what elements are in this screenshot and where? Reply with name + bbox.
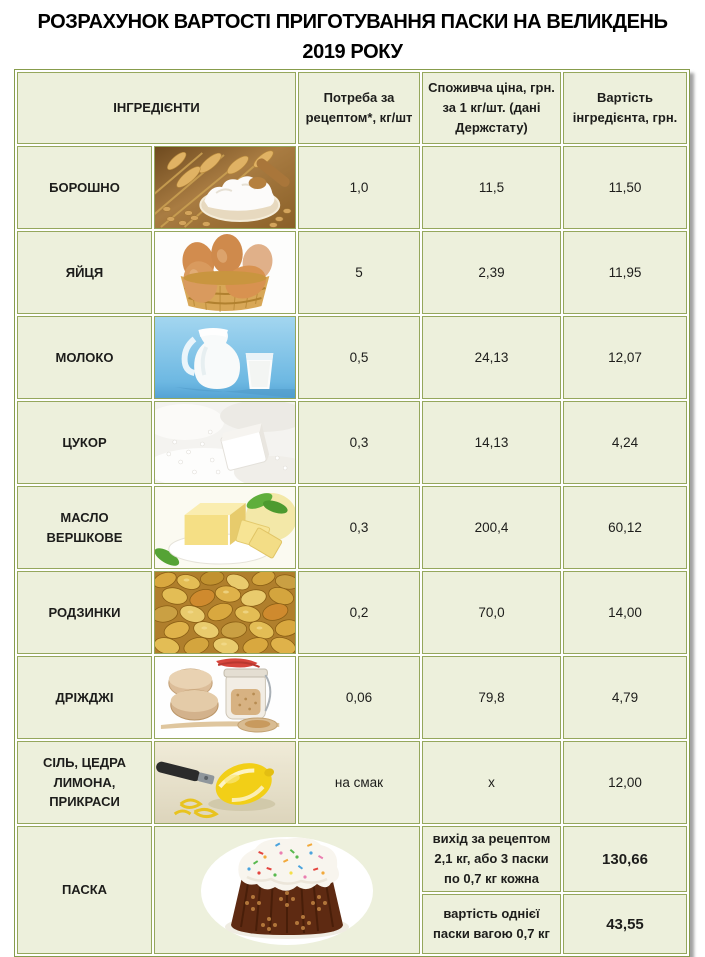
ingredient-name: БОРОШНО [17,146,152,229]
need-value: 1,0 [298,146,420,229]
sugar-photo [155,402,295,483]
need-value: на смак [298,741,420,824]
cost-value: 4,24 [563,401,687,484]
need-value: 0,3 [298,401,420,484]
price-value: 2,39 [422,231,561,314]
price-value: 200,4 [422,486,561,569]
ingredient-name: ДРІЖДЖІ [17,656,152,739]
header-price: Споживча ціна, грн. за 1 кг/шт. (дані Де… [422,72,561,144]
page-title: РОЗРАХУНОК ВАРТОСТІ ПРИГОТУВАННЯ ПАСКИ Н… [10,7,695,67]
summary-label-1: вихід за рецептом 2,1 кг, або 3 паски по… [422,826,561,893]
summary-name: ПАСКА [17,826,152,955]
table-row: РОДЗИНКИ [17,571,687,654]
ingredient-name: МАСЛО ВЕРШКОВЕ [17,486,152,569]
cost-value: 11,95 [563,231,687,314]
ingredient-photo-cell [154,656,296,739]
price-value: 11,5 [422,146,561,229]
table-row: ЯЙЦЯ 5 2,39 11,95 [17,231,687,314]
page-title-line1: РОЗРАХУНОК ВАРТОСТІ ПРИГОТУВАННЯ ПАСКИ Н… [37,11,668,33]
cost-value: 4,79 [563,656,687,739]
table-row: МОЛОКО МОЛОКО 0,5 24,13 12,07 [17,316,687,399]
cost-value: 12,07 [563,316,687,399]
ingredient-name: МОЛОКО [17,316,152,399]
cost-value: 12,00 [563,741,687,824]
table-row: ЦУКОР 0,3 14,13 4 [17,401,687,484]
summary-row-1: ПАСКА [17,826,687,955]
summary-label-2: вартість однієї паски вагою 0,7 кг [422,894,561,955]
price-value: 79,8 [422,656,561,739]
summary-value-2: 43,55 [563,894,687,955]
cost-value: 14,00 [563,571,687,654]
ingredient-photo-cell [154,741,296,824]
cost-value: 60,12 [563,486,687,569]
need-value: 5 [298,231,420,314]
ingredient-photo-cell [154,571,296,654]
butter-photo [155,487,295,568]
milk-photo [155,317,295,398]
flour-photo [155,147,295,228]
ingredient-name: ЦУКОР [17,401,152,484]
summary-value-1: 130,66 [563,826,687,893]
price-value: 24,13 [422,316,561,399]
ingredient-photo-cell [154,316,296,399]
ingredient-name: СІЛЬ, ЦЕДРА ЛИМОНА, ПРИКРАСИ [17,741,152,824]
header-need: Потреба за рецептом*, кг/шт [298,72,420,144]
ingredient-photo-cell [154,486,296,569]
ingredient-name: РОДЗИНКИ [17,571,152,654]
need-value: 0,06 [298,656,420,739]
ingredient-photo-cell [154,401,296,484]
price-value: х [422,741,561,824]
summary-photo-cell [154,826,420,955]
raisins-photo [155,572,295,653]
price-value: 70,0 [422,571,561,654]
paska-cake-photo [155,830,419,950]
cost-value: 11,50 [563,146,687,229]
header-ingredients: ІНГРЕДІЄНТИ [17,72,296,144]
header-cost: Вартість інгредієнта, грн. [563,72,687,144]
table-row: ДРІЖДЖІ [17,656,687,739]
need-value: 0,3 [298,486,420,569]
header-row: ІНГРЕДІЄНТИ Потреба за рецептом*, кг/шт … [17,72,687,144]
ingredient-photo-cell [154,231,296,314]
eggs-photo [155,232,295,313]
table-row: МАСЛО ВЕРШКОВЕ 0,3 200,4 60,12 [17,486,687,569]
ingredient-name: ЯЙЦЯ [17,231,152,314]
table-row: БОРОШНО [17,146,687,229]
table-row: СІЛЬ, ЦЕДРА ЛИМОНА, ПРИКРАСИ [17,741,687,824]
lemon-photo [155,742,295,823]
price-value: 14,13 [422,401,561,484]
need-value: 0,5 [298,316,420,399]
page-title-line2: 2019 РОКУ [302,41,403,63]
ingredient-photo-cell [154,146,296,229]
yeast-photo [155,657,295,738]
need-value: 0,2 [298,571,420,654]
cost-table: ІНГРЕДІЄНТИ Потреба за рецептом*, кг/шт … [14,69,690,957]
